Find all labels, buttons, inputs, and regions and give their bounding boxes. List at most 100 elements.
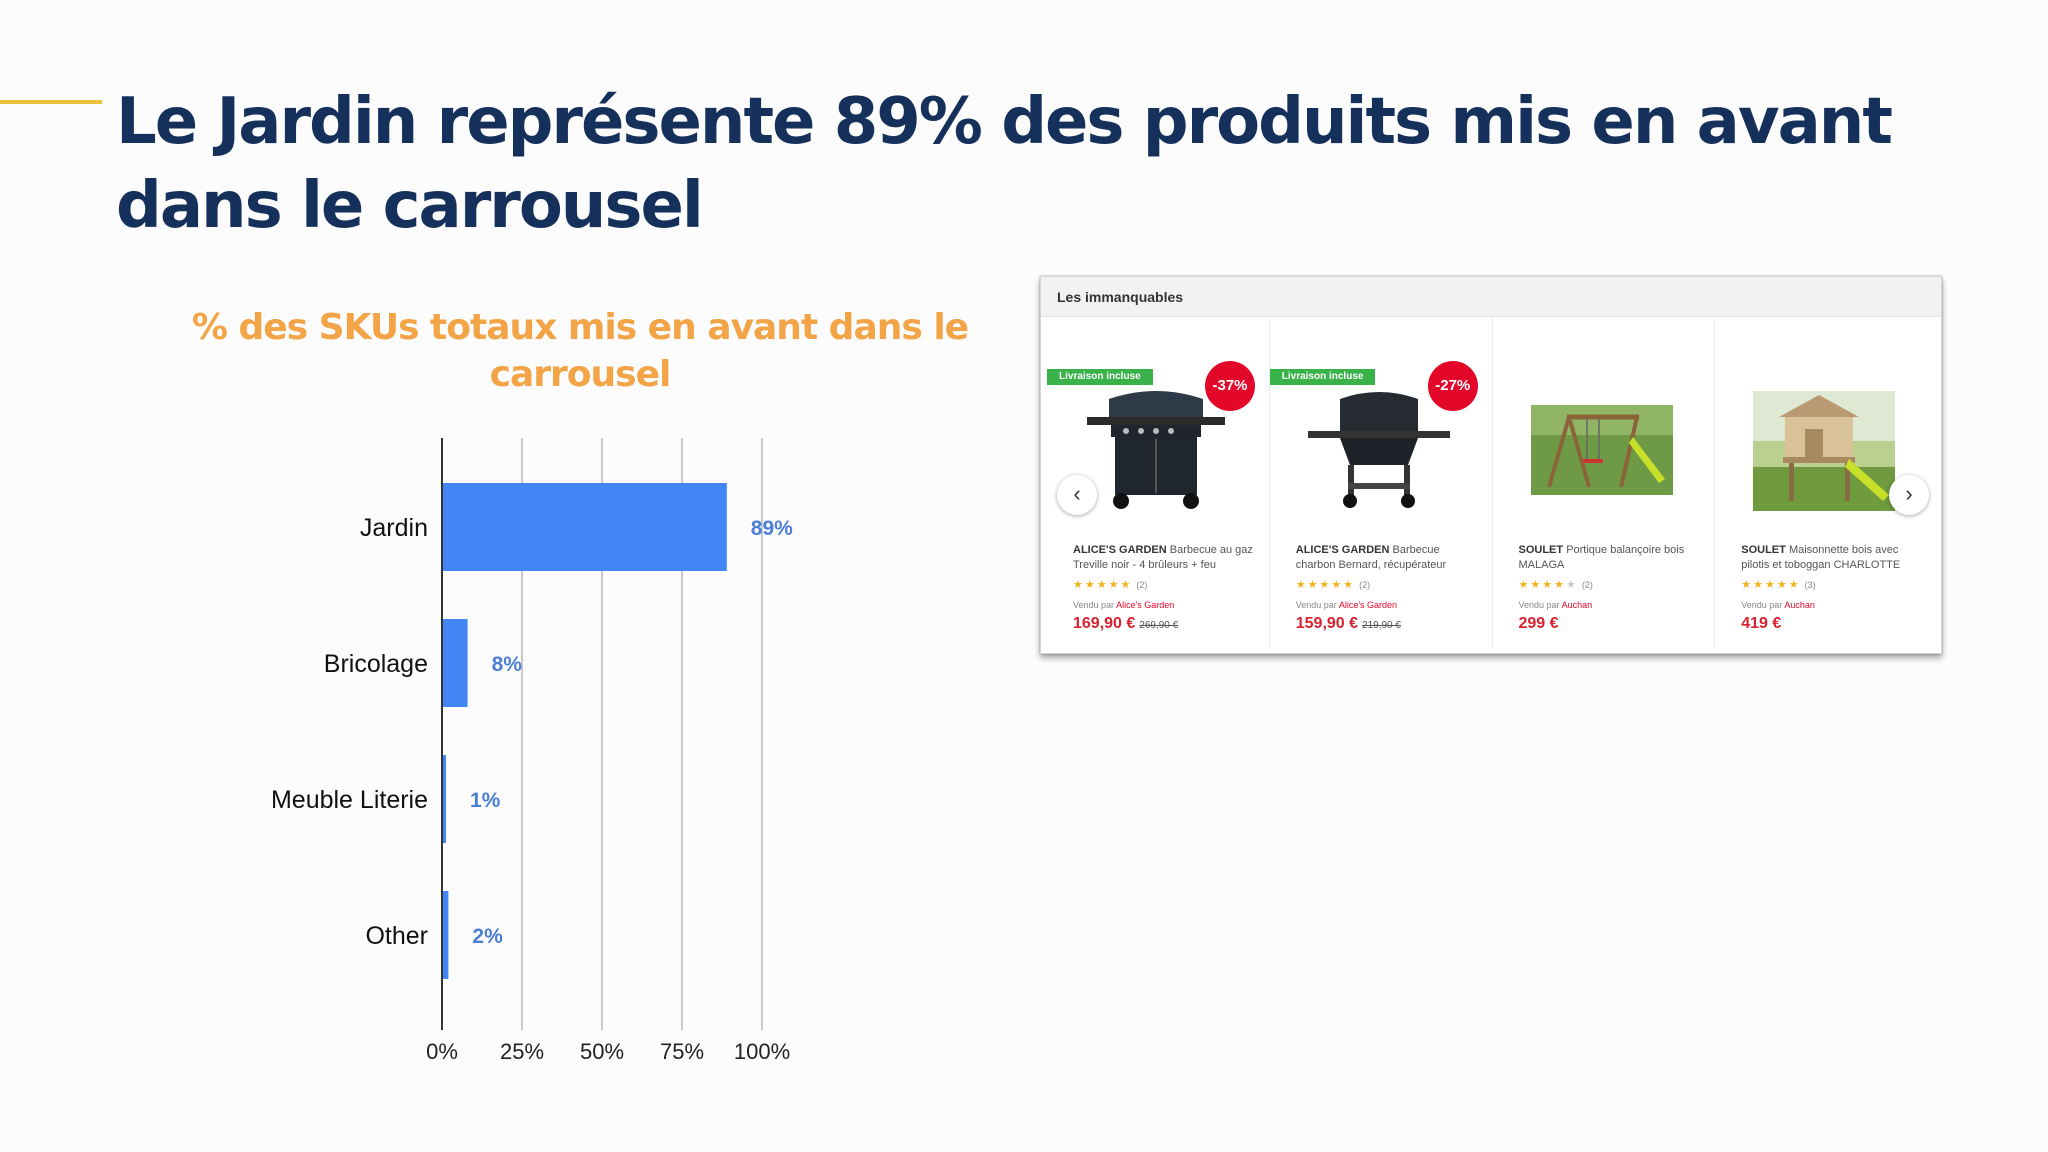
discount-badge: -37%	[1205, 361, 1255, 411]
x-tick-label: 75%	[660, 1039, 704, 1064]
product-price: 159,90 €	[1295, 615, 1359, 632]
star-rating: ★★★★★ (3)	[1741, 578, 1815, 591]
star-rating: ★★★★★ (2)	[1296, 578, 1370, 591]
product-image[interactable]	[1304, 387, 1454, 512]
star-icon: ★	[1566, 579, 1578, 591]
star-icon: ★	[1307, 579, 1320, 591]
category-label: Other	[365, 922, 428, 950]
seller-prefix: Vendu par	[1295, 600, 1337, 610]
category-label: Jardin	[360, 514, 428, 542]
carousel-header: Les immanquables	[1041, 277, 1941, 317]
product-brand: SOULET	[1741, 544, 1786, 556]
seller-name[interactable]: Auchan	[1784, 600, 1815, 610]
price-row: 159,90 €219,90 €	[1296, 615, 1401, 633]
star-rating: ★★★★★ (2)	[1073, 578, 1147, 591]
review-count: (3)	[1804, 580, 1816, 590]
price-row: 299 €	[1519, 615, 1559, 633]
product-title[interactable]: ALICE'S GARDEN Barbecue charbon Bernard,…	[1296, 543, 1476, 573]
star-rating: ★★★★★ (2)	[1519, 578, 1593, 591]
rating-stars: ★★★★★	[1519, 579, 1578, 591]
rating-stars: ★★★★★	[1296, 579, 1355, 591]
chevron-right-icon[interactable]: ›	[1889, 475, 1929, 515]
product-title[interactable]: SOULET Portique balançoire bois MALAGA	[1519, 543, 1699, 573]
price-row: 169,90 €269,90 €	[1073, 615, 1178, 633]
product-title[interactable]: ALICE'S GARDEN Barbecue au gaz Treville …	[1073, 543, 1253, 573]
x-tick-label: 50%	[580, 1039, 624, 1064]
bar-jardin	[442, 483, 727, 571]
star-icon: ★	[1108, 579, 1121, 591]
x-tick-label: 100%	[734, 1039, 790, 1064]
seller-name[interactable]: Alice's Garden	[1338, 600, 1398, 610]
star-icon: ★	[1776, 579, 1789, 591]
product-brand: SOULET	[1518, 544, 1564, 556]
data-label: 89%	[751, 517, 793, 540]
product-name: Barbecue charbon Bernard, récupérateur	[1295, 544, 1447, 571]
seller-prefix: Vendu par	[1073, 600, 1115, 610]
rating-stars: ★★★★★	[1073, 579, 1132, 591]
old-price: 269,90 €	[1139, 620, 1179, 631]
seller-info: Vendu par Alice's Garden	[1296, 600, 1397, 610]
slide-title: Le Jardin représente 89% des produits mi…	[116, 85, 1893, 243]
product-name: Portique balançoire bois MALAGA	[1518, 544, 1685, 571]
review-count: (2)	[1136, 580, 1148, 590]
star-icon: ★	[1096, 579, 1109, 591]
star-icon: ★	[1343, 579, 1356, 591]
star-icon: ★	[1518, 579, 1531, 591]
star-icon: ★	[1295, 579, 1308, 591]
seller-name[interactable]: Alice's Garden	[1116, 600, 1175, 610]
star-icon: ★	[1788, 579, 1801, 591]
product-card[interactable]: Livraison incluse -27% ALICE'S GARDEN Bar…	[1269, 317, 1493, 649]
star-icon: ★	[1530, 579, 1543, 591]
product-name: Maisonnette bois avec pilotis et tobogga…	[1741, 544, 1901, 571]
old-price: 219,90 €	[1362, 620, 1401, 631]
data-label: 2%	[472, 925, 503, 948]
product-image[interactable]	[1081, 387, 1231, 512]
product-price: 169,90 €	[1073, 615, 1136, 632]
product-card[interactable]: SOULET Portique balançoire bois MALAGA ★★…	[1493, 317, 1716, 649]
product-cards: Livraison incluse -37% ALICE'S GARDEN Bar…	[1047, 317, 1937, 649]
star-icon: ★	[1554, 579, 1566, 591]
price-row: 419 €	[1741, 615, 1781, 633]
chevron-left-icon[interactable]: ‹	[1057, 475, 1097, 515]
seller-info: Vendu par Auchan	[1519, 600, 1593, 610]
bar-bricolage	[442, 619, 468, 707]
product-price: 299 €	[1518, 615, 1559, 632]
product-image[interactable]	[1527, 387, 1677, 512]
product-title[interactable]: SOULET Maisonnette bois avec pilotis et …	[1741, 543, 1921, 573]
carousel-heading: Les immanquables	[1057, 289, 1184, 305]
seller-info: Vendu par Auchan	[1741, 600, 1815, 610]
seller-name[interactable]: Auchan	[1561, 600, 1593, 610]
product-brand: ALICE'S GARDEN	[1073, 544, 1167, 556]
star-icon: ★	[1741, 579, 1754, 591]
review-count: (2)	[1581, 580, 1593, 590]
bar-meuble-literie	[442, 755, 446, 843]
discount-badge: -27%	[1427, 361, 1478, 411]
data-label: 8%	[492, 653, 523, 676]
x-tick-label: 0%	[426, 1039, 458, 1064]
product-name: Barbecue au gaz Treville noir - 4 brûleu…	[1073, 544, 1253, 571]
seller-prefix: Vendu par	[1741, 600, 1783, 610]
star-icon: ★	[1765, 579, 1777, 591]
product-brand: ALICE'S GARDEN	[1295, 544, 1390, 556]
seller-prefix: Vendu par	[1518, 600, 1560, 610]
star-icon: ★	[1542, 579, 1555, 591]
star-icon: ★	[1073, 579, 1085, 591]
category-label: Bricolage	[324, 650, 428, 678]
product-carousel: Les immanquables Livraison incluse -37% A…	[1040, 276, 1942, 654]
category-label: Meuble Literie	[271, 786, 428, 814]
rating-stars: ★★★★★	[1741, 579, 1800, 591]
review-count: (2)	[1359, 580, 1371, 590]
star-icon: ★	[1753, 579, 1765, 591]
star-icon: ★	[1331, 579, 1344, 591]
star-icon: ★	[1120, 579, 1133, 591]
product-price: 419 €	[1741, 615, 1782, 632]
product-image[interactable]	[1749, 387, 1899, 512]
delivery-badge: Livraison incluse	[1269, 369, 1376, 385]
seller-info: Vendu par Alice's Garden	[1073, 600, 1174, 610]
chart-title: % des SKUs totaux mis en avant dans le c…	[191, 307, 969, 395]
title-accent-line	[0, 100, 102, 104]
bar-other	[442, 891, 449, 979]
product-card[interactable]: Livraison incluse -37% ALICE'S GARDEN Bar…	[1047, 317, 1270, 649]
x-tick-label: 25%	[500, 1039, 544, 1064]
product-card[interactable]: SOULET Maisonnette bois avec pilotis et …	[1715, 317, 1937, 649]
